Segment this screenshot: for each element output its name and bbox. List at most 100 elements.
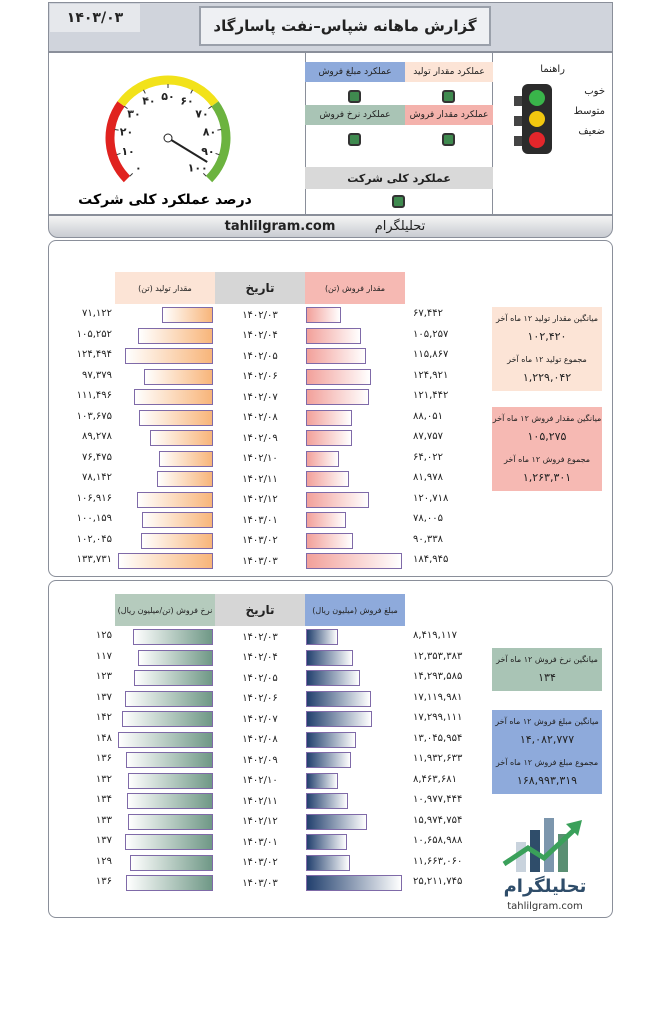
value-label: ۷۸,۱۴۲ [81, 472, 112, 483]
value-label: ۸۱,۹۷۸ [413, 472, 444, 483]
value-label: ۱۱۱,۴۹۶ [76, 390, 112, 401]
stat-label: مجموع مبلغ فروش ۱۲ ماه آخر [495, 757, 599, 767]
value-label: ۱۲۹ [95, 855, 112, 867]
gauge-tick-label: ۱۰ [121, 145, 134, 158]
gauge-tick [124, 105, 128, 110]
stat-label: میانگین مقدار تولید ۱۲ ماه آخر [495, 313, 599, 323]
row-date: ۱۴۰۲/۱۲ [242, 816, 278, 827]
stat-value: ۱۰۲,۴۲۰ [527, 329, 567, 343]
gauge-tick [190, 89, 193, 94]
row-date: ۱۴۰۲/۰۷ [242, 391, 278, 403]
bar [138, 327, 213, 344]
gauge-tick-label: ۱۰۰ [188, 162, 208, 175]
value-label: ۱۰۲,۰۴۵ [76, 533, 112, 545]
gauge-tick-label: ۹۰ [201, 145, 214, 158]
gauge-tick-label: ۳۰ [127, 107, 140, 120]
value-label: ۱۱۷ [95, 650, 112, 662]
gauge-hub [163, 133, 173, 143]
light-yellow [529, 111, 545, 127]
bar [306, 813, 367, 830]
value-label: ۱۳۶ [95, 753, 112, 764]
stat-box [492, 710, 602, 794]
bar [306, 553, 402, 569]
value-label: ۸۹,۲۷۸ [81, 431, 112, 442]
gauge-zone [205, 101, 231, 183]
bar [141, 512, 213, 528]
column-header: نرخ فروش (تن/میلیون ریال) [115, 594, 215, 626]
row-date: ۱۴۰۲/۰۸ [242, 734, 278, 745]
gauge-caption: درصد عملکرد کلی شرکت [78, 192, 252, 208]
value-label: ۸۸,۰۵۱ [413, 410, 444, 422]
logo-bar [558, 834, 568, 872]
value-label: ۱۷,۲۹۹,۱۱۱ [413, 712, 463, 723]
bar [133, 389, 213, 405]
bar [306, 430, 352, 446]
light-visor [514, 116, 522, 126]
column-header: تاریخ [215, 594, 305, 626]
value-label: ۹۰,۳۳۸ [413, 533, 444, 545]
value-label: ۱۰,۶۵۸,۹۸۸ [413, 835, 463, 846]
bar [306, 793, 348, 809]
value-label: ۱۴,۲۹۳,۵۸۵ [413, 671, 463, 682]
value-label: ۱۰۵,۲۵۲ [76, 328, 112, 340]
gauge-tick-label: ۷۰ [195, 107, 208, 120]
bar [134, 670, 213, 686]
bar [118, 731, 213, 748]
gauge-tick-label: ۶۰ [180, 95, 193, 108]
bar [162, 307, 213, 323]
bar [121, 711, 213, 727]
gauge-tick [114, 129, 119, 131]
value-label: ۶۴,۰۲۲ [413, 451, 444, 463]
value-label: ۱۸۴,۹۴۵ [413, 554, 449, 565]
stat-box [492, 407, 602, 491]
bar [306, 532, 353, 549]
value-label: ۹۷,۳۷۹ [81, 369, 112, 381]
logo-arrow-head [566, 820, 582, 836]
traffic-light [514, 84, 552, 154]
stat-value: ۱۶۸,۹۹۳,۳۱۹ [516, 773, 578, 787]
logo-arrow [502, 828, 576, 867]
light-visor [514, 96, 522, 106]
column-header: مقدار فروش (تن) [305, 272, 405, 304]
value-label: ۱۳۳,۷۳۱ [76, 554, 112, 565]
legend-item: خوب [584, 86, 605, 97]
row-date: ۱۴۰۲/۰۷ [242, 713, 278, 725]
stat-value: ۱۳۴ [538, 670, 556, 684]
bar [158, 450, 213, 467]
gauge-tick [116, 152, 121, 156]
bar [139, 409, 213, 426]
legend-title: راهنما [540, 64, 565, 75]
bar [306, 348, 367, 364]
row-date: ۱۴۰۲/۰۵ [242, 350, 278, 362]
value-label: ۱۲۵ [95, 630, 112, 641]
bar [306, 389, 370, 405]
value-label: ۱۱۵,۸۶۷ [413, 349, 449, 360]
light-visor [514, 136, 522, 146]
bar [143, 368, 213, 385]
row-date: ۱۴۰۳/۰۳ [242, 877, 278, 889]
stat-label: مجموع تولید ۱۲ ماه آخر [507, 354, 587, 364]
legend-item: ضعیف [578, 126, 605, 137]
value-label: ۸۷,۷۵۷ [413, 431, 444, 442]
bar [306, 752, 352, 768]
value-label: ۱۳۴ [95, 794, 112, 805]
stat-label: میانگین مبلغ فروش ۱۲ ماه آخر [495, 716, 599, 726]
row-date: ۱۴۰۲/۱۰ [242, 775, 278, 786]
performance-area [305, 52, 493, 215]
logo-graphic [502, 818, 582, 872]
bar [306, 731, 356, 748]
bar [306, 772, 339, 789]
banner-brand: تحلیلگرام [374, 219, 426, 234]
gauge-tick [208, 105, 212, 110]
gauge-tick [129, 173, 133, 177]
status-light [442, 133, 455, 146]
performance-label: عملکرد کلی شرکت [305, 167, 493, 189]
row-date: ۱۴۰۲/۰۴ [242, 330, 278, 341]
stat-value: ۱,۲۲۹,۰۴۲ [522, 370, 572, 384]
row-date: ۱۴۰۲/۰۴ [242, 652, 278, 663]
column-header: مبلغ فروش (میلیون ریال) [305, 594, 405, 626]
bar [137, 491, 213, 508]
value-label: ۱۰۶,۹۱۶ [76, 492, 112, 504]
bar [306, 368, 371, 385]
performance-label: عملکرد مبلغ فروش [305, 62, 405, 82]
